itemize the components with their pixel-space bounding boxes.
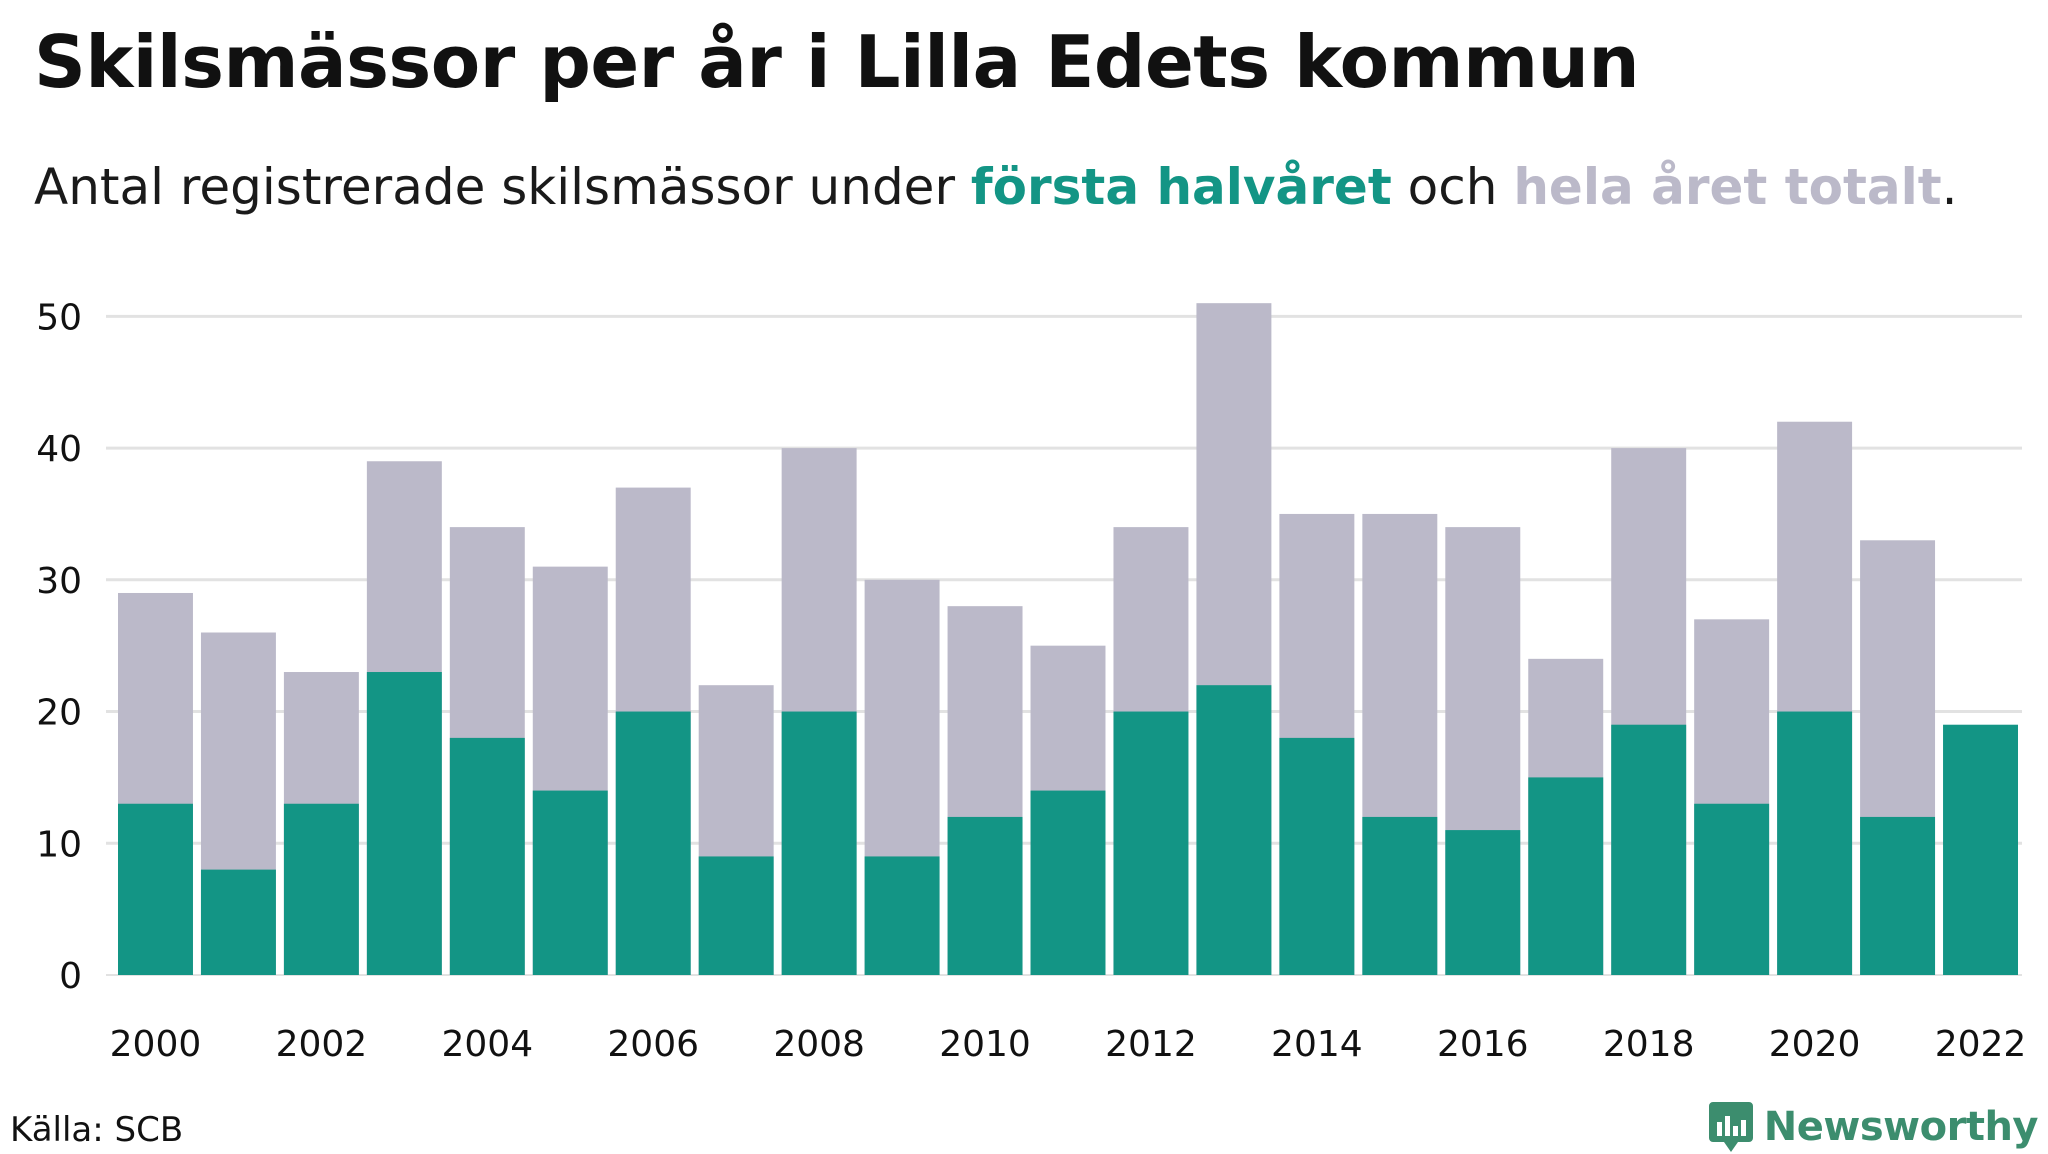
bar-first-half-2007 [698, 856, 774, 975]
y-tick-label: 30 [36, 561, 82, 602]
source-note: Källa: SCB [10, 1110, 184, 1150]
bar-first-half-2020 [1777, 711, 1853, 975]
bar-first-half-2008 [781, 711, 857, 975]
bar-first-half-2018 [1611, 724, 1687, 975]
bar-first-half-2004 [449, 737, 525, 975]
bar-first-half-2013 [1196, 685, 1272, 975]
bar-first-half-2021 [1860, 816, 1936, 975]
bar-first-half-2010 [947, 816, 1023, 975]
brand-name: Newsworthy [1763, 1104, 2039, 1150]
x-tick-label: 2012 [1105, 1024, 1197, 1065]
bar-first-half-2012 [1113, 711, 1189, 975]
y-tick-label: 0 [59, 956, 82, 997]
subtitle-prefix: Antal registrerade skilsmässor under [34, 158, 971, 216]
x-tick-label: 2016 [1437, 1024, 1529, 1065]
bar-first-half-2022 [1943, 724, 2018, 975]
bar-layer [118, 303, 2018, 976]
y-tick-label: 20 [36, 693, 82, 734]
x-axis: 2000 2002 2004 2006 2008 2010 2012 2014 2016 2018… [110, 1024, 2027, 1065]
y-tick-label: 40 [36, 429, 82, 470]
x-tick-label: 2008 [773, 1024, 865, 1065]
brand-logo: Newsworthy [1708, 1100, 2039, 1154]
x-tick-label: 2002 [276, 1024, 368, 1065]
bar-first-half-2011 [1030, 790, 1106, 975]
x-tick-label: 2006 [607, 1024, 699, 1065]
chart-subtitle: Antal registrerade skilsmässor under för… [34, 158, 1958, 216]
bar-first-half-2005 [532, 790, 608, 975]
bar-first-half-2009 [864, 856, 940, 975]
subtitle-suffix: . [1941, 158, 1958, 216]
bar-first-half-2003 [366, 672, 442, 975]
x-tick-label: 2020 [1769, 1024, 1861, 1065]
bar-first-half-2017 [1528, 777, 1604, 975]
chart-title: Skilsmässor per år i Lilla Edets kommun [34, 20, 1640, 104]
bar-first-half-2006 [615, 711, 691, 975]
x-tick-label: 2014 [1271, 1024, 1363, 1065]
y-tick-label: 50 [36, 297, 82, 338]
bar-first-half-2016 [1445, 830, 1521, 975]
y-tick-label: 10 [36, 824, 82, 865]
newsworthy-logo-icon [1708, 1102, 1753, 1152]
bar-first-half-2014 [1279, 737, 1355, 975]
x-tick-label: 2018 [1603, 1024, 1695, 1065]
y-axis: 0 10 20 30 40 50 [36, 297, 82, 997]
bar-first-half-2001 [200, 869, 276, 975]
x-tick-label: 2022 [1935, 1024, 2027, 1065]
x-tick-label: 2000 [110, 1024, 202, 1065]
subtitle-mid: och [1391, 158, 1514, 216]
subtitle-first-half: första halvåret [970, 158, 1392, 216]
x-tick-label: 2010 [939, 1024, 1031, 1065]
bar-first-half-2000 [118, 803, 193, 975]
bar-first-half-2015 [1362, 816, 1438, 975]
x-tick-label: 2004 [441, 1024, 533, 1065]
subtitle-full-year: hela året totalt [1513, 158, 1942, 216]
bar-first-half-2002 [283, 803, 359, 975]
bar-first-half-2019 [1694, 803, 1770, 975]
